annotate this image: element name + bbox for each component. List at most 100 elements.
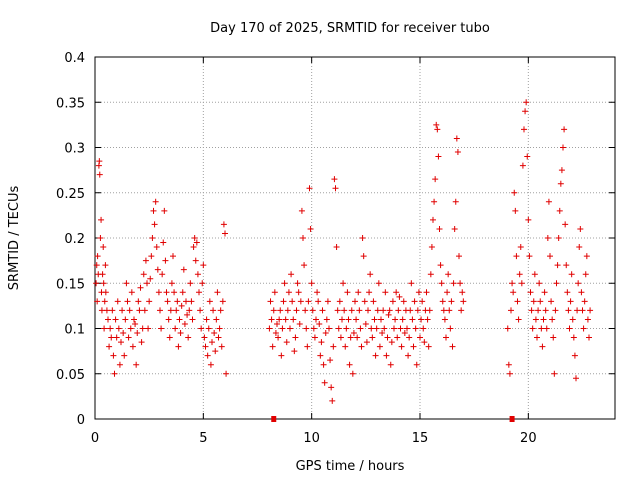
data-point xyxy=(548,298,555,305)
data-point xyxy=(171,289,178,296)
data-point xyxy=(135,298,142,305)
data-point xyxy=(544,235,551,241)
data-point xyxy=(547,253,553,260)
data-point xyxy=(516,271,523,278)
data-point xyxy=(407,307,414,314)
data-point xyxy=(201,334,208,341)
data-point xyxy=(438,280,445,287)
data-point xyxy=(562,221,569,228)
data-point xyxy=(368,325,375,332)
data-point xyxy=(188,298,195,305)
data-point xyxy=(441,316,448,323)
data-point xyxy=(453,135,460,142)
data-point xyxy=(387,361,394,368)
data-point xyxy=(415,289,422,296)
data-point xyxy=(391,325,397,332)
data-point xyxy=(274,320,280,327)
data-point xyxy=(327,357,334,364)
data-point xyxy=(106,343,113,350)
data-point xyxy=(292,334,299,341)
axis-ticks: 0 0.05 0.1 0.15 0.2 0.25 0.3 0.35 0.4 0 5 10 15 20 xyxy=(56,51,615,446)
data-point xyxy=(538,325,545,332)
data-point xyxy=(119,307,126,314)
x-tick-label: 0 xyxy=(91,431,99,446)
data-point xyxy=(379,330,386,337)
data-point xyxy=(283,339,290,346)
data-point xyxy=(101,298,108,305)
data-point xyxy=(459,289,466,296)
data-point xyxy=(517,244,524,251)
data-point xyxy=(404,325,410,332)
data-point xyxy=(152,198,159,205)
data-point xyxy=(151,221,158,228)
data-point xyxy=(315,298,322,305)
data-point xyxy=(348,307,355,314)
data-point xyxy=(414,307,421,314)
data-point xyxy=(293,307,300,314)
data-point xyxy=(397,325,404,332)
data-point xyxy=(173,307,180,314)
data-point xyxy=(443,334,449,341)
data-point xyxy=(322,330,329,337)
data-point xyxy=(553,280,560,287)
data-point xyxy=(203,316,210,323)
data-point xyxy=(586,334,592,341)
data-point xyxy=(302,307,309,314)
data-point xyxy=(276,316,283,323)
data-point xyxy=(354,334,361,341)
data-point xyxy=(284,307,291,314)
data-point xyxy=(158,325,165,332)
data-point xyxy=(529,325,536,332)
data-point xyxy=(270,307,277,314)
data-point xyxy=(446,307,453,314)
data-point xyxy=(428,244,435,251)
data-point xyxy=(288,271,295,278)
data-point xyxy=(345,316,352,323)
data-point xyxy=(321,379,328,386)
data-point xyxy=(282,316,289,323)
data-point xyxy=(289,298,296,305)
gap-markers xyxy=(271,416,515,422)
y-tick-label: 0.05 xyxy=(56,368,85,383)
data-point xyxy=(557,180,564,187)
data-point xyxy=(147,275,154,282)
data-point xyxy=(107,325,114,332)
data-point xyxy=(144,280,150,287)
data-point xyxy=(179,289,186,296)
data-point xyxy=(527,289,534,296)
data-point xyxy=(565,307,572,314)
data-point xyxy=(267,298,274,305)
data-point xyxy=(344,289,351,296)
data-point xyxy=(161,207,168,214)
data-point xyxy=(426,307,433,314)
data-point xyxy=(112,316,119,323)
data-point xyxy=(146,298,153,305)
data-point xyxy=(304,343,311,350)
data-point xyxy=(178,302,185,309)
data-point xyxy=(372,352,379,359)
data-point xyxy=(433,121,440,128)
data-point xyxy=(214,289,221,296)
data-point xyxy=(505,361,512,368)
data-point xyxy=(279,325,286,332)
data-point xyxy=(314,289,321,296)
data-point xyxy=(395,307,402,314)
data-point xyxy=(114,298,121,305)
data-point xyxy=(380,307,387,314)
data-point xyxy=(392,316,399,323)
data-point xyxy=(352,298,358,305)
data-point xyxy=(511,189,518,196)
data-point xyxy=(204,352,211,359)
data-point xyxy=(430,216,436,223)
data-point xyxy=(149,235,156,241)
data-point xyxy=(206,298,213,305)
data-point xyxy=(272,330,279,337)
data-point xyxy=(198,325,205,332)
data-point xyxy=(123,280,130,287)
data-point xyxy=(170,253,176,260)
data-point xyxy=(120,330,127,337)
data-point xyxy=(579,307,586,314)
data-point xyxy=(337,334,344,341)
gap-marker xyxy=(271,416,277,422)
data-point xyxy=(207,361,214,368)
